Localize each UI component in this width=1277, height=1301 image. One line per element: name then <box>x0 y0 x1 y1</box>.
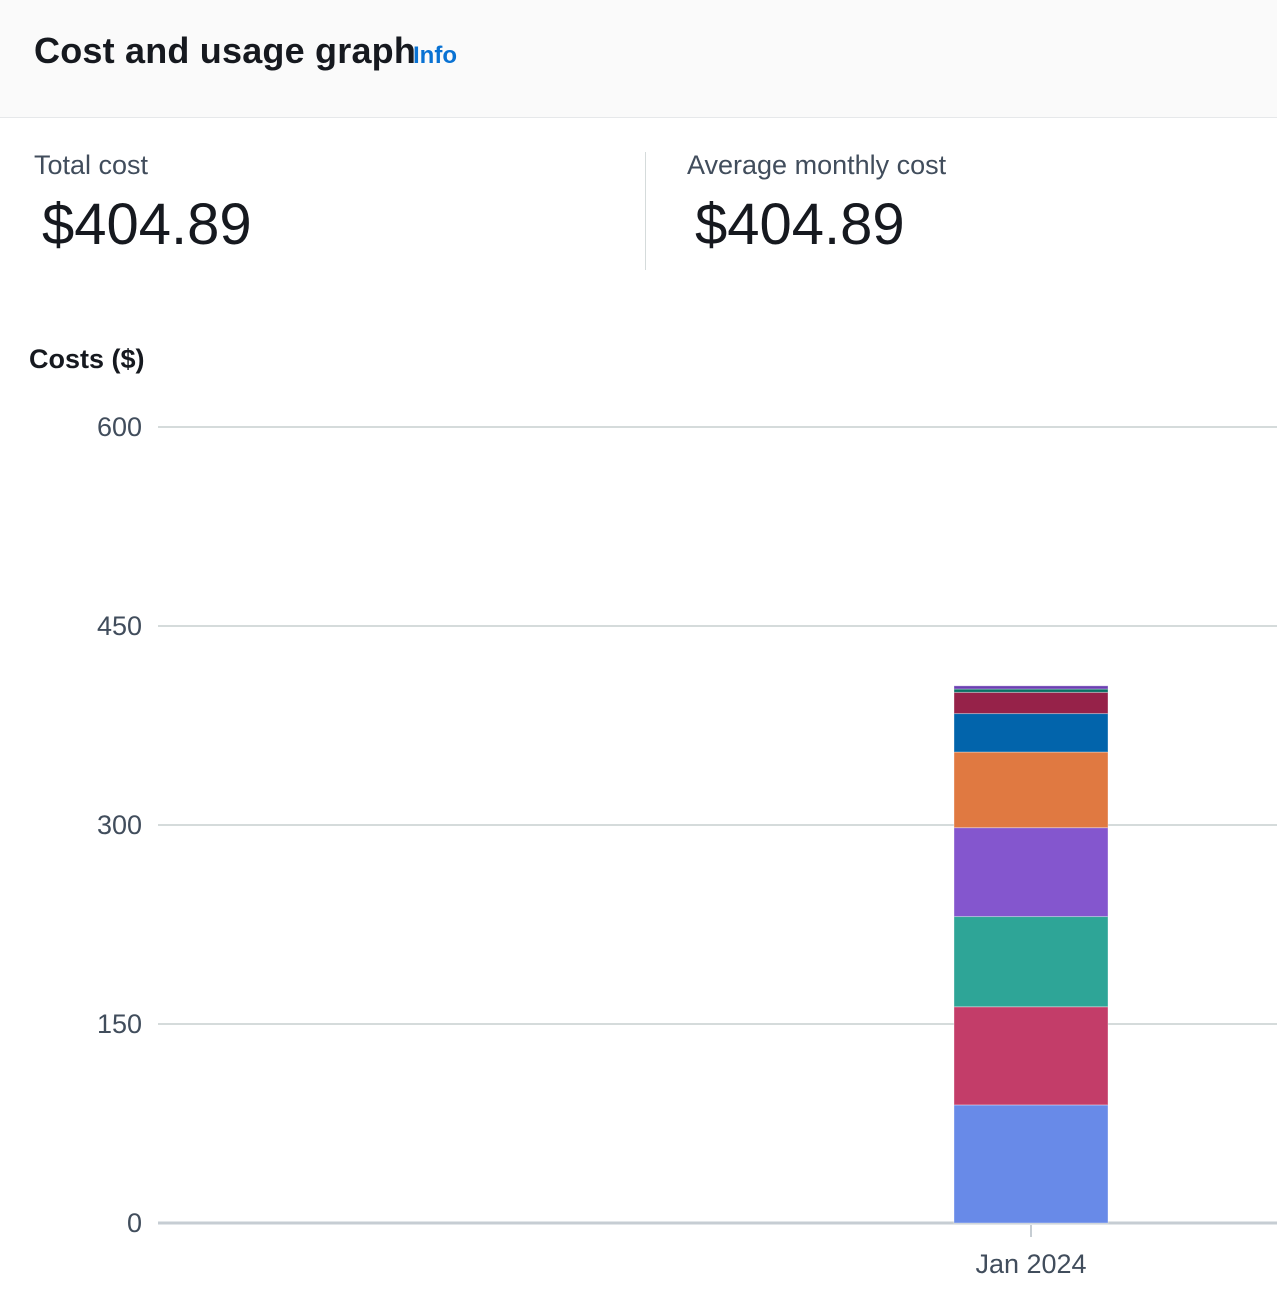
y-tick-label: 0 <box>127 1208 142 1238</box>
total-cost-value: $404.89 <box>42 192 252 257</box>
bar-segment-1[interactable] <box>953 1104 1109 1224</box>
page-title: Cost and usage graph <box>34 30 417 71</box>
bar-segment-3[interactable] <box>953 916 1109 1008</box>
grid-layer <box>158 426 1277 1225</box>
y-tick-label: 150 <box>97 1009 142 1039</box>
bar-segment-5[interactable] <box>953 751 1109 829</box>
average-monthly-cost-value: $404.89 <box>695 192 905 257</box>
total-cost-label: Total cost <box>34 150 149 180</box>
chart-svg: 0 150 300 450 600 Jan 2024 <box>97 412 1277 1279</box>
y-tick-label: 600 <box>97 412 142 442</box>
panel-header: Cost and usage graph Info <box>0 0 1277 118</box>
y-axis-title: Costs ($) <box>29 344 145 374</box>
y-tick-label: 300 <box>97 810 142 840</box>
total-cost-metric: Total cost $404.89 <box>34 150 252 258</box>
bar-segment-2[interactable] <box>953 1006 1109 1106</box>
x-tick-label: Jan 2024 <box>975 1249 1086 1279</box>
average-monthly-cost-metric: Average monthly cost $404.89 <box>687 150 946 258</box>
axis-layer: 0 150 300 450 600 Jan 2024 <box>97 412 1087 1279</box>
bar-segment-7[interactable] <box>953 691 1109 715</box>
bar-layer <box>953 685 1109 1224</box>
cost-chart: Costs ($) 0 150 300 450 600 Jan 2024 <box>0 330 1277 1301</box>
bar-segment-6[interactable] <box>953 713 1109 753</box>
y-tick-label: 450 <box>97 611 142 641</box>
bar-segment-9[interactable] <box>953 685 1109 690</box>
info-link[interactable]: Info <box>413 42 457 69</box>
metric-divider <box>645 152 646 270</box>
bar-segment-4[interactable] <box>953 827 1109 918</box>
average-monthly-cost-label: Average monthly cost <box>687 150 947 180</box>
